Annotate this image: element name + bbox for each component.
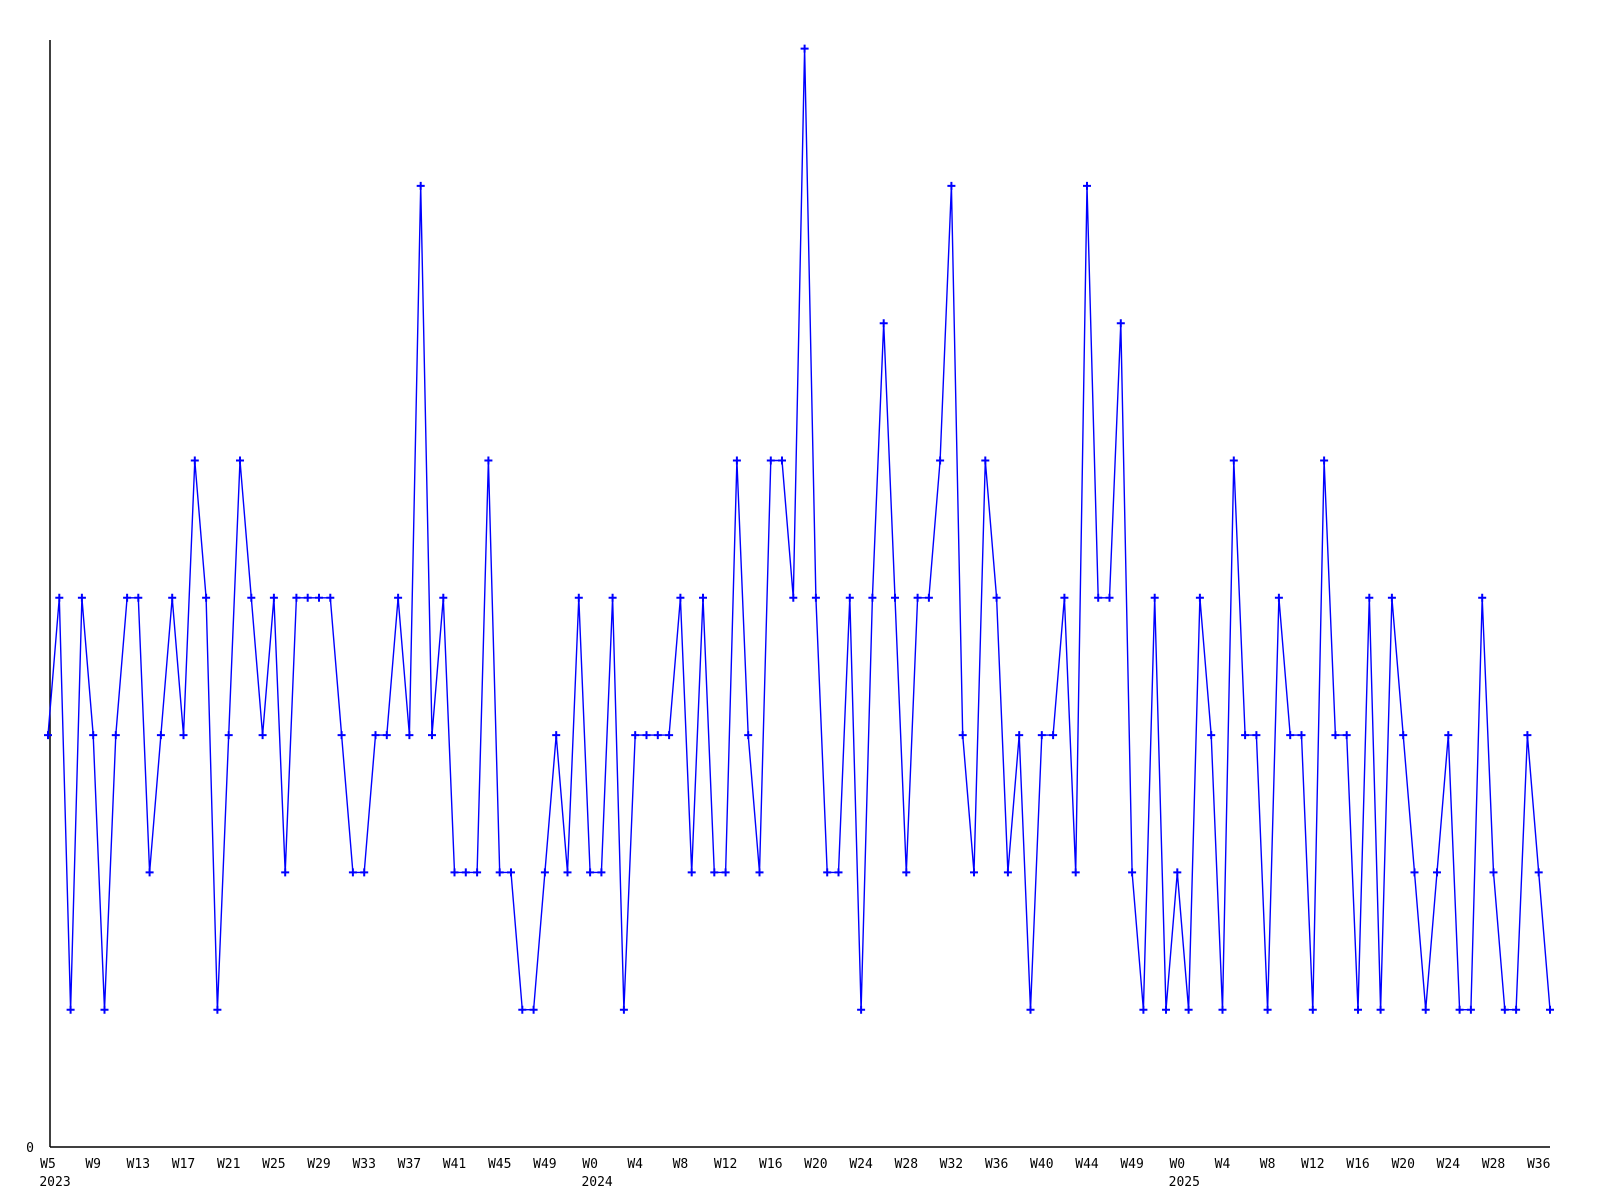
x-tick-label: W45 (488, 1157, 511, 1172)
x-tick-label: W28 (1482, 1157, 1505, 1172)
axes (49, 40, 1550, 1148)
x-tick-label: W25 (262, 1157, 285, 1172)
x-tick-label: W49 (533, 1157, 556, 1172)
x-tick-label: W20 (1391, 1157, 1414, 1172)
x-tick-label: W28 (895, 1157, 918, 1172)
x-tick-label: W33 (352, 1157, 375, 1172)
x-tick-label: W4 (627, 1157, 643, 1172)
x-tick-label: W0 (1169, 1157, 1185, 1172)
x-tick-label: W16 (759, 1157, 782, 1172)
x-tick-label: W44 (1075, 1157, 1099, 1172)
x-tick-label: W0 (582, 1157, 598, 1172)
x-tick-label: W9 (85, 1157, 101, 1172)
x-tick-label: W49 (1120, 1157, 1143, 1172)
x-tick-year-label: 2024 (581, 1175, 612, 1190)
x-tick-label: W13 (127, 1157, 150, 1172)
x-tick-label: W40 (1030, 1157, 1053, 1172)
x-tick-year-label: 2023 (39, 1175, 70, 1190)
x-tick-label: W16 (1346, 1157, 1369, 1172)
x-tick-label: W36 (985, 1157, 1008, 1172)
x-tick-year-label: 2025 (1169, 1175, 1200, 1190)
x-tick-label: W4 (1215, 1157, 1231, 1172)
series-line (47, 48, 1551, 1011)
x-tick-label: W24 (1437, 1157, 1461, 1172)
x-tick-label: W17 (172, 1157, 195, 1172)
x-tick-label: W24 (849, 1157, 873, 1172)
x-tick-label: W41 (443, 1157, 466, 1172)
x-tick-label: W8 (1260, 1157, 1276, 1172)
x-tick-label: W32 (940, 1157, 963, 1172)
x-tick-label: W36 (1527, 1157, 1550, 1172)
x-tick-label: W5 (40, 1157, 56, 1172)
x-tick-label: W20 (804, 1157, 827, 1172)
x-tick-label: W21 (217, 1157, 240, 1172)
x-tick-label: W12 (714, 1157, 737, 1172)
x-tick-label: W12 (1301, 1157, 1324, 1172)
y-axis-origin-label: 0 (26, 1141, 34, 1156)
x-tick-label: W8 (673, 1157, 689, 1172)
x-tick-label: W37 (398, 1157, 421, 1172)
series-point-markers (44, 44, 1554, 1014)
x-tick-label: W29 (307, 1157, 330, 1172)
